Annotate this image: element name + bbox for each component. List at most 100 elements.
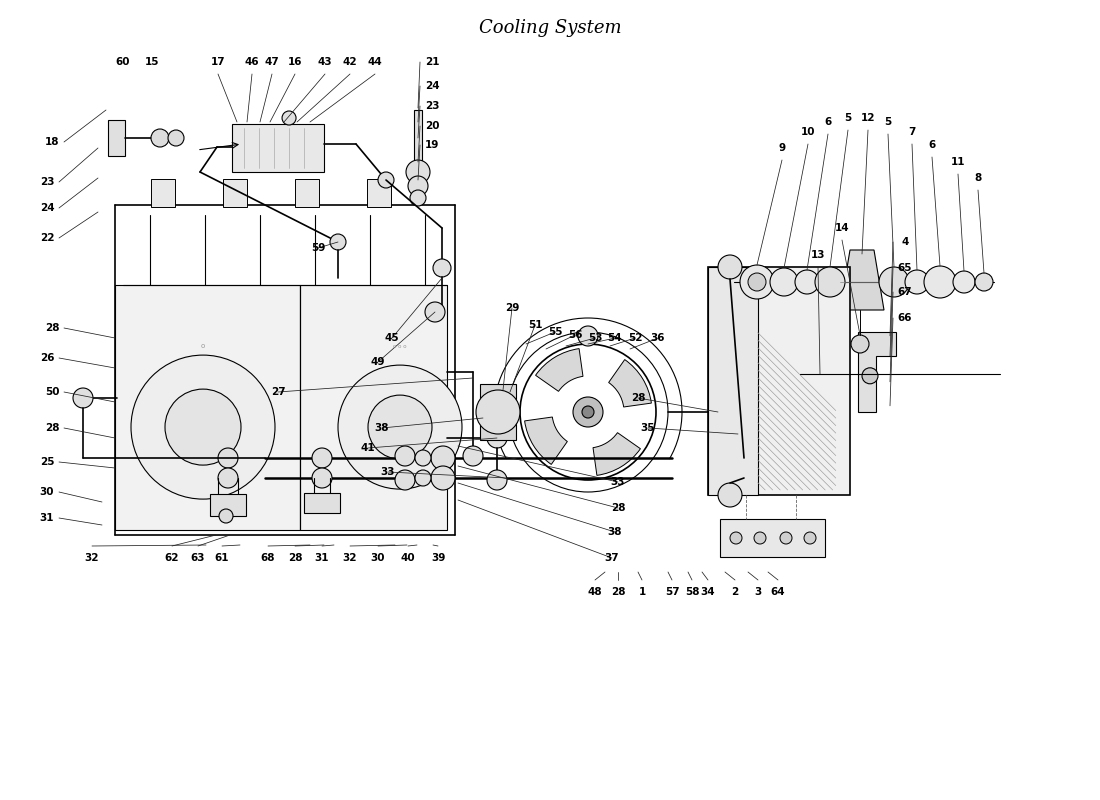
Circle shape (168, 130, 184, 146)
Circle shape (425, 302, 446, 322)
Text: 59: 59 (311, 243, 326, 253)
Bar (295, 179, 319, 207)
Text: 33: 33 (610, 477, 625, 487)
Circle shape (815, 267, 845, 297)
Circle shape (718, 255, 743, 279)
Text: 25: 25 (40, 457, 54, 467)
Circle shape (953, 271, 975, 293)
Bar (480, 384, 516, 440)
Text: 40: 40 (400, 553, 416, 563)
Text: 43: 43 (318, 57, 332, 67)
Text: 18: 18 (45, 137, 59, 147)
Text: 50: 50 (45, 387, 59, 397)
Text: o: o (201, 343, 205, 350)
Bar (151, 179, 175, 207)
Text: 22: 22 (40, 233, 54, 243)
Circle shape (431, 446, 455, 470)
Text: 10: 10 (801, 127, 815, 137)
Text: 31: 31 (315, 553, 329, 563)
Text: 28: 28 (610, 503, 625, 513)
Text: 63: 63 (190, 553, 206, 563)
Text: 64: 64 (771, 587, 785, 597)
Circle shape (748, 273, 766, 291)
Text: 28: 28 (45, 323, 59, 333)
Text: 53: 53 (587, 333, 603, 343)
Circle shape (730, 532, 743, 544)
Polygon shape (840, 250, 884, 310)
Text: 30: 30 (371, 553, 385, 563)
Circle shape (378, 172, 394, 188)
Circle shape (395, 470, 415, 490)
Text: 2: 2 (732, 587, 738, 597)
Text: 67: 67 (898, 287, 912, 297)
Bar (223, 179, 248, 207)
Bar (708, 267, 758, 495)
Circle shape (487, 428, 507, 448)
Circle shape (862, 368, 878, 384)
Text: 41: 41 (361, 443, 375, 453)
Circle shape (131, 355, 275, 499)
Text: 9: 9 (779, 143, 785, 153)
Text: 3: 3 (755, 587, 761, 597)
Text: 39: 39 (431, 553, 446, 563)
Wedge shape (608, 359, 651, 407)
Text: 28: 28 (610, 587, 625, 597)
Text: Cooling System: Cooling System (478, 19, 622, 37)
Text: 57: 57 (664, 587, 680, 597)
Text: 28: 28 (630, 393, 646, 403)
Circle shape (312, 448, 332, 468)
Text: 4: 4 (901, 237, 909, 247)
Text: 56: 56 (568, 330, 582, 340)
Text: 38: 38 (375, 423, 389, 433)
Circle shape (476, 390, 520, 434)
Text: 68: 68 (261, 553, 275, 563)
Circle shape (975, 273, 993, 291)
Circle shape (718, 483, 743, 507)
Circle shape (73, 388, 94, 408)
Circle shape (780, 532, 792, 544)
Text: 42: 42 (343, 57, 358, 67)
Text: 17: 17 (211, 57, 226, 67)
Circle shape (795, 270, 820, 294)
Circle shape (218, 468, 238, 488)
Circle shape (415, 470, 431, 486)
Polygon shape (300, 285, 447, 530)
Bar (108, 120, 125, 156)
Circle shape (578, 326, 598, 346)
Bar (414, 110, 422, 172)
Text: 44: 44 (367, 57, 383, 67)
Text: 65: 65 (898, 263, 912, 273)
Text: 38: 38 (607, 527, 623, 537)
Circle shape (312, 468, 332, 488)
Text: 11: 11 (950, 157, 966, 167)
Text: 30: 30 (40, 487, 54, 497)
Circle shape (804, 532, 816, 544)
Circle shape (406, 160, 430, 184)
Text: 14: 14 (835, 223, 849, 233)
Text: 32: 32 (343, 553, 358, 563)
Circle shape (408, 176, 428, 196)
Circle shape (431, 466, 455, 490)
Text: o o o: o o o (393, 344, 407, 349)
Wedge shape (593, 433, 640, 475)
Text: 7: 7 (909, 127, 915, 137)
Circle shape (218, 448, 238, 468)
Text: 13: 13 (811, 250, 825, 260)
Circle shape (924, 266, 956, 298)
Text: 16: 16 (288, 57, 302, 67)
Circle shape (338, 365, 462, 489)
Text: 27: 27 (271, 387, 285, 397)
Text: 12: 12 (860, 113, 876, 123)
Text: 66: 66 (898, 313, 912, 323)
Circle shape (582, 406, 594, 418)
Circle shape (330, 234, 346, 250)
Text: 61: 61 (214, 553, 229, 563)
Circle shape (851, 335, 869, 353)
Text: 62: 62 (165, 553, 179, 563)
Text: 20: 20 (425, 121, 439, 131)
Text: 34: 34 (701, 587, 715, 597)
Bar (720, 519, 825, 557)
Circle shape (219, 509, 233, 523)
Text: 58: 58 (684, 587, 700, 597)
Text: 24: 24 (40, 203, 54, 213)
